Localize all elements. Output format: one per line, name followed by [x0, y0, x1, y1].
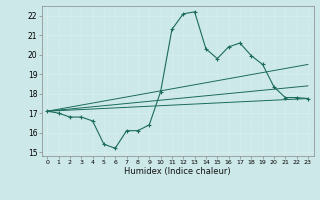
- X-axis label: Humidex (Indice chaleur): Humidex (Indice chaleur): [124, 167, 231, 176]
